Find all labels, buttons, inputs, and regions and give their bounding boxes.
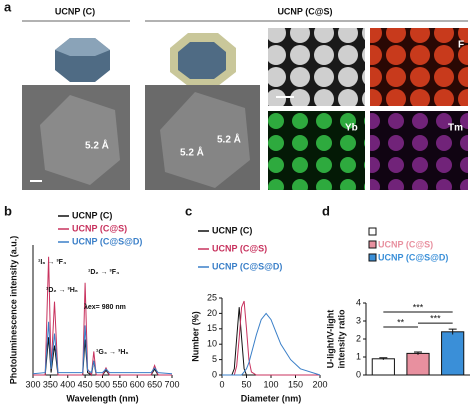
map-label: Tm	[448, 123, 463, 134]
legend-label: UCNP (C@S)	[72, 223, 127, 233]
series-line	[32, 321, 173, 375]
sem-image	[268, 28, 365, 106]
x-tick-label: 550	[112, 379, 127, 389]
x-tick-label: 350	[43, 379, 58, 389]
annotation: 5.2 Å	[180, 146, 204, 159]
y-tick-label: 20	[207, 308, 217, 318]
map-image	[370, 111, 468, 190]
map-image	[370, 28, 468, 106]
map-label: F	[458, 40, 464, 51]
series-line	[33, 256, 172, 377]
x-tick-label: 500	[95, 379, 110, 389]
legend-swatch	[368, 240, 377, 249]
significance-label: ***	[430, 313, 441, 323]
x-axis-label: Diameter (nm)	[241, 393, 302, 403]
legend-swatch	[368, 227, 377, 236]
x-tick-label: 650	[147, 379, 162, 389]
map-label: Yb	[345, 123, 358, 134]
y-axis-label: Photoluminescence intensity (a.u.)	[8, 236, 18, 385]
prism	[55, 38, 110, 82]
tem-particle	[160, 92, 250, 188]
x-tick-label: 300	[25, 379, 40, 389]
annotation: 5.2 Å	[85, 139, 109, 152]
bar	[441, 331, 465, 376]
annotation: λex= 980 nm	[84, 303, 126, 311]
y-tick-label: 4	[356, 297, 361, 307]
panel-label: b	[4, 203, 12, 218]
annotation: ¹I₆ → ³F₄	[38, 259, 66, 266]
bar	[406, 352, 430, 376]
legend-label: UCNP (C)	[378, 226, 418, 236]
annotation: ¹G₄ → ³H₆	[96, 349, 129, 356]
legend-label: UCNP (C@S@D)	[72, 236, 142, 246]
legend-label: UCNP (C@S@D)	[378, 252, 448, 262]
significance-label: ***	[413, 302, 424, 312]
panel-label: c	[185, 203, 192, 218]
error-bar	[414, 351, 422, 355]
series-line	[222, 312, 321, 376]
x-tick-label: 0	[219, 379, 224, 389]
annotation: ¹D₂ → ³H₆	[46, 287, 78, 294]
x-tick-label: 50	[241, 379, 251, 389]
y-tick-label: 25	[207, 292, 217, 302]
legend-swatch	[368, 253, 377, 262]
panel-title: UCNP (C)	[55, 6, 95, 16]
panel-title: UCNP (C@S)	[277, 6, 332, 16]
y-axis-label: U-light/V-light	[325, 310, 335, 369]
significance-label: **	[397, 317, 405, 327]
y-tick-label: 2	[356, 333, 361, 343]
y-tick-label: 1	[356, 351, 361, 361]
x-tick-label: 100	[263, 379, 278, 389]
x-tick-label: 600	[130, 379, 145, 389]
x-tick-label: 200	[312, 379, 327, 389]
legend-label: UCNP (C@S)	[212, 243, 267, 253]
y-tick-label: 3	[356, 315, 361, 325]
legend-label: UCNP (C)	[72, 210, 112, 220]
panel-label: a	[4, 0, 12, 14]
bar	[371, 358, 395, 376]
panel-label: d	[322, 203, 330, 218]
y-tick-label: 5	[212, 354, 217, 364]
x-axis-label: Wavelength (nm)	[66, 393, 138, 403]
series-line	[222, 300, 320, 376]
y-tick-label: 0	[212, 369, 217, 379]
legend-label: UCNP (C@S)	[378, 239, 433, 249]
annotation: 5.2 Å	[217, 133, 241, 146]
y-axis-label: intensity ratio	[336, 309, 346, 369]
y-tick-label: 10	[207, 339, 217, 349]
x-tick-label: 400	[60, 379, 75, 389]
x-tick-label: 450	[78, 379, 93, 389]
annotation: ¹D₂ → ³F₄	[88, 269, 119, 276]
scale-bar	[276, 96, 294, 98]
error-bar	[448, 328, 457, 335]
y-axis-label: Number (%)	[190, 311, 200, 362]
prism-shell	[170, 33, 236, 86]
y-tick-label: 15	[207, 323, 217, 333]
scale-bar	[30, 180, 42, 182]
y-tick-label: 0	[356, 369, 361, 379]
error-bar	[379, 357, 388, 360]
legend-label: UCNP (C)	[212, 225, 252, 235]
legend-label: UCNP (C@S@D)	[212, 261, 282, 271]
x-tick-label: 150	[288, 379, 303, 389]
x-tick-label: 700	[164, 379, 179, 389]
map-image	[268, 111, 365, 190]
tem-particle	[40, 95, 120, 185]
